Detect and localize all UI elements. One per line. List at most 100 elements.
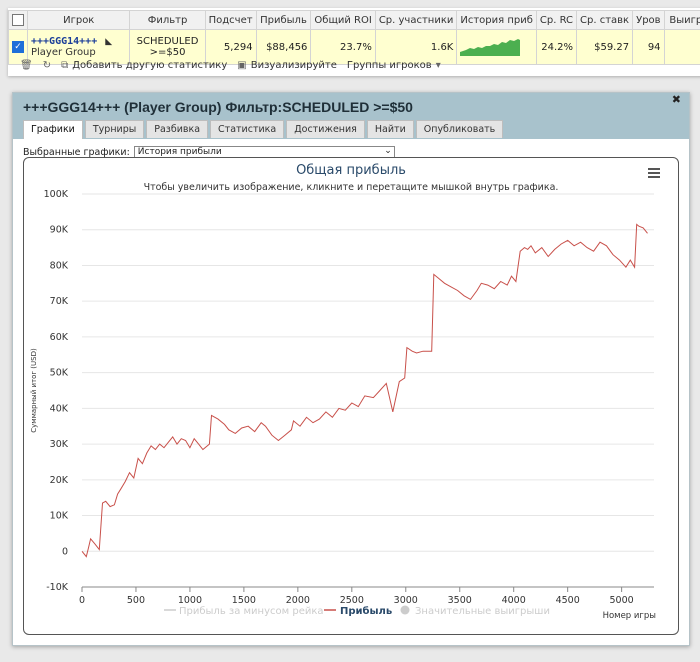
x-tick-label: 1500 — [232, 595, 256, 606]
entrants-cell: 1.6K — [374, 29, 458, 65]
column-header-roi[interactable]: Общий ROI — [310, 10, 376, 30]
y-tick-label: 0 — [62, 546, 68, 557]
y-tick-label: 60K — [50, 332, 69, 343]
column-header-entrants[interactable]: Ср. участники — [374, 10, 458, 30]
profit-chart-svg[interactable]: Общая прибыль Чтобы увеличить изображени… — [24, 158, 678, 634]
legend-label-big-wins: Значительные выигрыши — [415, 606, 550, 617]
x-tick-label: 4000 — [502, 595, 526, 606]
profit-history-cell — [456, 29, 537, 65]
column-header-stake[interactable]: Ср. ставк — [576, 10, 634, 30]
statistics-panel: Игрок Фильтр Подсчет Прибыль Общий ROI С… — [8, 8, 700, 76]
table-header-row: Игрок Фильтр Подсчет Прибыль Общий ROI С… — [8, 10, 700, 30]
tab-achievements[interactable]: Достижения — [286, 120, 365, 138]
select-all-checkbox[interactable] — [12, 14, 24, 26]
column-header-player[interactable]: Игрок — [26, 10, 131, 30]
player-group-label: Player Group — [31, 47, 96, 58]
y-tick-label: 80K — [50, 260, 69, 271]
chevron-down-icon: ⌄ — [384, 146, 392, 156]
table-row[interactable]: ✓ +++GGG14+++ ◣ Player Group SCHEDULED >… — [8, 29, 700, 65]
y-axis-label: Суммарный итог (USD) — [30, 348, 38, 433]
x-tick-label: 5000 — [610, 595, 634, 606]
row-checkbox[interactable]: ✓ — [12, 41, 24, 53]
x-tick-label: 500 — [127, 595, 145, 606]
wins-cell — [663, 29, 700, 65]
chart-menu-icon[interactable] — [648, 168, 660, 178]
y-tick-label: 70K — [50, 296, 69, 307]
roi-cell: 23.7% — [310, 29, 376, 65]
y-tick-label: 40K — [50, 403, 69, 414]
stake-cell: $59.27 — [576, 29, 634, 65]
legend-item-net-profit[interactable]: Прибыль за минусом рейка — [164, 606, 324, 617]
tab-tournaments[interactable]: Турниры — [84, 120, 145, 138]
legend-item-profit[interactable]: Прибыль — [324, 605, 392, 617]
visualize-button[interactable]: ▣ Визуализируйте — [237, 60, 337, 71]
y-tick-label: 30K — [50, 439, 69, 450]
y-tick-label: 90K — [50, 225, 69, 236]
y-tick-label: -10K — [46, 582, 69, 593]
player-name-link[interactable]: +++GGG14+++ — [31, 36, 98, 47]
column-header-filter[interactable]: Фильтр — [129, 10, 206, 30]
column-header-rc[interactable]: Ср. RC — [535, 10, 578, 30]
player-groups-label: Группы игроков — [346, 59, 432, 71]
legend-label-net-profit: Прибыль за минусом рейка — [179, 606, 324, 617]
x-axis-label: Номер игры — [603, 611, 656, 621]
profit-cell: $88,456 — [255, 29, 312, 65]
level-cell: 94 — [632, 29, 665, 65]
y-tick-label: 50K — [50, 368, 69, 379]
rc-cell: 24.2% — [535, 29, 578, 65]
add-column-icon: ⧉ — [61, 59, 69, 71]
chevron-down-icon: ▾ — [435, 59, 441, 71]
filter-line-2: >=$50 — [149, 47, 186, 58]
trash-icon[interactable]: 🗑 — [20, 59, 33, 71]
graph-select-value: История прибыли — [137, 147, 222, 157]
x-tick-label: 3500 — [448, 595, 472, 606]
player-cell[interactable]: +++GGG14+++ ◣ Player Group — [26, 29, 131, 65]
profit-sparkline — [460, 38, 521, 56]
chart-subtitle: Чтобы увеличить изображение, кликните и … — [144, 182, 559, 193]
x-tick-label: 1000 — [178, 595, 202, 606]
chart-title: Общая прибыль — [296, 163, 406, 178]
column-header-level[interactable]: Уров — [632, 10, 665, 30]
dialog-tabs: Графики Турниры Разбивка Статистика Дост… — [23, 120, 504, 139]
dialog-header: +++GGG14+++ (Player Group) Фильтр:SCHEDU… — [13, 93, 689, 139]
close-icon[interactable]: ✖ — [671, 93, 681, 106]
add-statistic-label: Добавить другую статистику — [72, 59, 228, 71]
image-icon: ▣ — [237, 59, 247, 71]
x-tick-label: 0 — [79, 595, 85, 606]
filter-cell[interactable]: SCHEDULED >=$50 — [129, 29, 206, 65]
tab-breakdown[interactable]: Разбивка — [146, 120, 209, 138]
column-header-count[interactable]: Подсчет — [204, 10, 257, 30]
dialog-title: +++GGG14+++ (Player Group) Фильтр:SCHEDU… — [23, 99, 413, 115]
statistics-table: Игрок Фильтр Подсчет Прибыль Общий ROI С… — [8, 10, 700, 65]
x-tick-label: 3000 — [394, 595, 418, 606]
tab-statistics[interactable]: Статистика — [210, 120, 285, 138]
x-tick-label: 2000 — [286, 595, 310, 606]
add-statistic-button[interactable]: ⧉ Добавить другую статистику — [61, 60, 227, 71]
column-header-profit[interactable]: Прибыль — [255, 10, 312, 30]
legend-label-profit: Прибыль — [340, 605, 392, 617]
profit-chart[interactable]: Общая прибыль Чтобы увеличить изображени… — [23, 157, 679, 635]
refresh-icon[interactable]: ↻ — [42, 59, 52, 71]
y-tick-label: 10K — [50, 511, 69, 522]
player-dialog: +++GGG14+++ (Player Group) Фильтр:SCHEDU… — [12, 92, 690, 646]
chart-legend: Прибыль за минусом рейка Прибыль Значите… — [164, 605, 550, 617]
select-all-header[interactable] — [8, 10, 28, 30]
y-tick-label: 100K — [44, 189, 69, 200]
y-tick-label: 20K — [50, 475, 69, 486]
column-header-wins[interactable]: Выигр — [663, 10, 700, 30]
player-groups-dropdown[interactable]: Группы игроков ▾ — [347, 60, 441, 71]
tab-find[interactable]: Найти — [366, 120, 414, 138]
visualize-label: Визуализируйте — [250, 59, 337, 71]
x-tick-label: 4500 — [556, 595, 580, 606]
tab-publish[interactable]: Опубликовать — [415, 120, 504, 138]
table-toolbar: 🗑 ↻ ⧉ Добавить другую статистику ▣ Визуа… — [20, 58, 441, 72]
tab-graphs[interactable]: Графики — [23, 120, 83, 139]
selected-graphs-label: Выбранные графики: — [23, 147, 130, 158]
player-network-icon: ◣ — [105, 36, 113, 47]
filter-line-1: SCHEDULED — [136, 36, 199, 47]
legend-item-big-wins[interactable]: Значительные выигрыши — [400, 605, 550, 618]
count-cell: 5,294 — [204, 29, 257, 65]
column-header-profit-history[interactable]: История приб — [456, 10, 537, 30]
x-tick-label: 2500 — [340, 595, 364, 606]
profit-series-line — [81, 223, 648, 558]
